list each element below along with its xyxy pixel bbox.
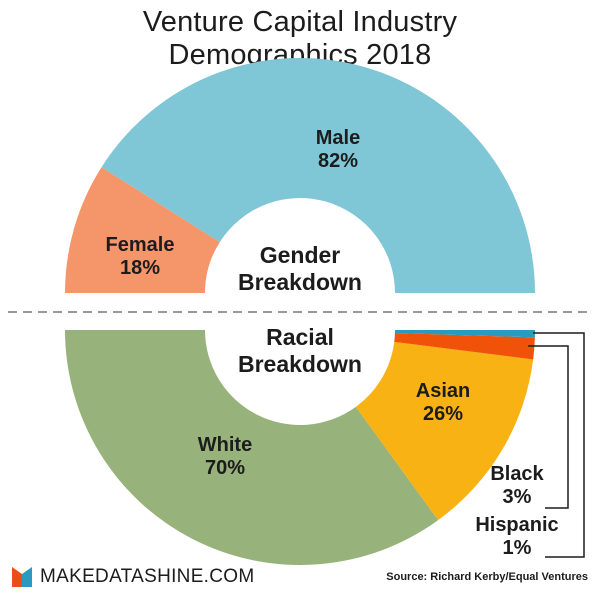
slice-value-male: 82%: [318, 150, 358, 172]
racial-center-label-line1: Racial: [266, 324, 334, 350]
slice-value-asian: 26%: [423, 403, 463, 425]
brand-logo: MAKEDATASHINE.COM: [12, 566, 254, 588]
slice-label-female: Female: [106, 234, 175, 256]
slice-label-male: Male: [316, 127, 360, 149]
slice-value-white: 70%: [205, 457, 245, 479]
slice-label-black: Black: [490, 463, 544, 485]
slice-asian: [355, 341, 534, 521]
slice-hispanic: [394, 330, 535, 338]
source-note: Source: Richard Kerby/Equal Ventures: [386, 571, 588, 583]
slice-value-black: 3%: [503, 486, 532, 508]
slice-white: [65, 330, 439, 565]
gender-center-label-line1: Gender: [260, 242, 341, 268]
racial-center-label-line2: Breakdown: [238, 351, 362, 377]
chart-title-line1: Venture Capital Industry: [142, 6, 458, 38]
gender-center-label-line2: Breakdown: [238, 269, 362, 295]
slice-label-hispanic: Hispanic: [475, 514, 558, 536]
slice-value-female: 18%: [120, 257, 160, 279]
slice-black: [394, 332, 535, 360]
slice-label-asian: Asian: [416, 380, 470, 402]
slice-value-hispanic: 1%: [503, 537, 532, 559]
brand-name: MAKEDATASHINE.COM: [40, 566, 255, 587]
slice-female: [65, 167, 220, 293]
leader-line-hispanic: [533, 332, 585, 558]
leader-line-black: [528, 345, 569, 509]
brand-logo-icon: [12, 567, 32, 587]
slice-male: [101, 58, 535, 293]
chart-title: Venture Capital Industry Demographics 20…: [0, 6, 600, 72]
slice-label-white: White: [198, 434, 252, 456]
